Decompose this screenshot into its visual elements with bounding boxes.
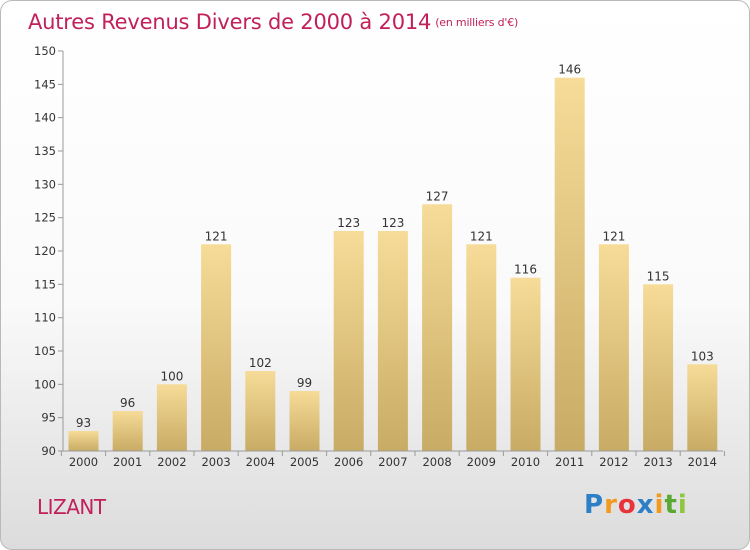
y-tick-label-135: 135 bbox=[34, 144, 56, 158]
y-tick-label-95: 95 bbox=[41, 411, 56, 425]
logo-letter: r bbox=[604, 490, 618, 520]
data-label-2009: 121 bbox=[470, 229, 493, 243]
data-label-2014: 103 bbox=[691, 349, 714, 363]
bar-2012 bbox=[598, 244, 629, 451]
x-tick-label-2010: 2010 bbox=[511, 455, 540, 469]
commune-name: LIZANT bbox=[37, 495, 106, 519]
x-tick-label-2004: 2004 bbox=[246, 455, 275, 469]
logo-letter: o bbox=[617, 490, 637, 520]
bar-2007 bbox=[377, 231, 408, 451]
data-label-2012: 121 bbox=[602, 229, 625, 243]
axis-layer: 90 95 100 105 110 115 120 125 130 135 140 145 150 200… bbox=[34, 44, 725, 469]
x-tick-label-2002: 2002 bbox=[157, 455, 186, 469]
bar-2001 bbox=[112, 411, 143, 451]
chart-title-text: Autres Revenus Divers de 2000 à 2014 bbox=[28, 10, 432, 34]
data-label-2003: 121 bbox=[205, 229, 228, 243]
x-tick-label-2006: 2006 bbox=[334, 455, 363, 469]
chart-subtitle: (en milliers d'€) bbox=[435, 16, 519, 29]
y-tick-label-125: 125 bbox=[34, 211, 56, 225]
data-label-2007: 123 bbox=[381, 216, 404, 230]
x-tick-label-2005: 2005 bbox=[290, 455, 319, 469]
data-label-2005: 99 bbox=[297, 376, 312, 390]
bar-2005 bbox=[289, 391, 320, 451]
bars-layer: 93 96 100 121 102 99 123 123 127 121 116 146 121 115 1… bbox=[68, 63, 718, 451]
bar-2004 bbox=[245, 371, 276, 451]
x-tick-label-2013: 2013 bbox=[643, 455, 672, 469]
data-label-2001: 96 bbox=[120, 396, 135, 410]
proxiti-logo[interactable]: Proxiti bbox=[584, 490, 688, 520]
logo-letter: i bbox=[677, 490, 688, 520]
y-tick-label-150: 150 bbox=[34, 44, 56, 58]
y-tick-label-145: 145 bbox=[34, 77, 56, 91]
x-tick-label-2007: 2007 bbox=[378, 455, 407, 469]
y-tick-label-115: 115 bbox=[34, 277, 56, 291]
bar-2009 bbox=[466, 244, 497, 451]
logo-letter: t bbox=[664, 490, 678, 520]
x-tick-label-2003: 2003 bbox=[201, 455, 230, 469]
y-tick-label-90: 90 bbox=[41, 444, 56, 458]
data-label-2006: 123 bbox=[337, 216, 360, 230]
y-tick-label-110: 110 bbox=[34, 311, 56, 325]
bar-2008 bbox=[422, 204, 453, 451]
chart-title: Autres Revenus Divers de 2000 à 2014 (en … bbox=[28, 10, 518, 34]
x-tick-label-2009: 2009 bbox=[467, 455, 496, 469]
y-tick-label-130: 130 bbox=[34, 177, 56, 191]
x-tick-label-2012: 2012 bbox=[599, 455, 628, 469]
x-tick-label-2014: 2014 bbox=[688, 455, 717, 469]
bar-2002 bbox=[156, 384, 187, 451]
bar-2000 bbox=[68, 431, 99, 451]
x-tick-label-2011: 2011 bbox=[555, 455, 584, 469]
x-tick-label-2008: 2008 bbox=[422, 455, 451, 469]
bar-2014 bbox=[687, 364, 718, 451]
y-tick-label-140: 140 bbox=[34, 111, 56, 125]
data-label-2011: 146 bbox=[558, 63, 581, 77]
x-tick-label-2001: 2001 bbox=[113, 455, 142, 469]
data-label-2008: 127 bbox=[426, 189, 449, 203]
logo-letter: i bbox=[654, 490, 665, 520]
bar-2010 bbox=[510, 277, 541, 451]
data-label-2010: 116 bbox=[514, 263, 537, 277]
y-tick-label-100: 100 bbox=[34, 377, 56, 391]
data-label-2000: 93 bbox=[76, 416, 91, 430]
bar-2011 bbox=[554, 77, 585, 451]
y-tick-label-120: 120 bbox=[34, 244, 56, 258]
data-label-2002: 100 bbox=[160, 369, 183, 383]
logo-letter: x bbox=[636, 490, 655, 520]
logo-letter: P bbox=[584, 490, 605, 520]
y-tick-label-105: 105 bbox=[34, 344, 56, 358]
bar-2003 bbox=[201, 244, 232, 451]
data-label-2013: 115 bbox=[647, 269, 670, 283]
bar-2013 bbox=[643, 284, 674, 451]
data-label-2004: 102 bbox=[249, 356, 272, 370]
x-tick-label-2000: 2000 bbox=[69, 455, 98, 469]
bar-2006 bbox=[333, 231, 364, 451]
